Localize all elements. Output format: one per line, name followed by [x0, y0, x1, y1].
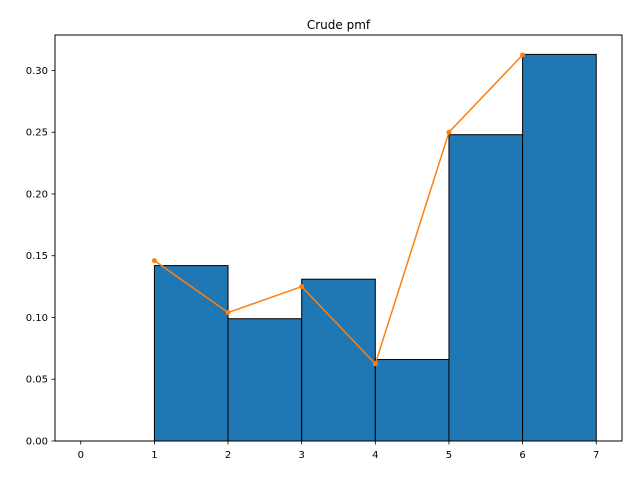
pmf-point-1 — [225, 310, 231, 316]
chart-title: Crude pmf — [307, 18, 371, 32]
x-tick-label-7: 7 — [593, 450, 599, 461]
pmf-point-2 — [299, 284, 305, 290]
y-tick-label-0: 0.00 — [26, 437, 48, 448]
y-tick-label-5: 0.25 — [26, 128, 48, 139]
y-tick-label-2: 0.10 — [26, 313, 48, 324]
x-tick-label-0: 0 — [78, 450, 84, 461]
bar-6 — [522, 53, 597, 442]
x-tick-label-4: 4 — [372, 450, 378, 461]
y-tick-label-4: 0.20 — [26, 189, 48, 200]
x-axis: 0 1 2 3 4 5 6 7 — [78, 441, 599, 461]
y-axis: 0.00 0.05 0.10 0.15 0.20 0.25 0.30 — [26, 66, 55, 448]
pmf-point-0 — [151, 258, 157, 264]
y-tick-label-6: 0.30 — [26, 66, 48, 77]
bar-1 — [153, 265, 229, 442]
pmf-point-3 — [372, 361, 378, 367]
plot-frame — [54, 34, 623, 442]
histogram-bars — [153, 53, 597, 442]
pmf-point-4 — [446, 129, 452, 135]
bar-5 — [448, 134, 524, 442]
bar-4 — [374, 358, 450, 442]
x-tick-label-6: 6 — [519, 450, 525, 461]
x-tick-label-2: 2 — [225, 450, 231, 461]
y-tick-label-1: 0.05 — [26, 375, 48, 386]
x-tick-label-1: 1 — [151, 450, 157, 461]
pmf-line — [151, 52, 526, 367]
y-tick-label-3: 0.15 — [26, 251, 48, 262]
x-tick-label-5: 5 — [446, 450, 452, 461]
pmf-point-5 — [520, 52, 526, 58]
bar-3 — [301, 278, 376, 442]
x-tick-label-3: 3 — [298, 450, 304, 461]
pmf-line-path — [153, 54, 524, 366]
bar-2 — [227, 318, 303, 442]
